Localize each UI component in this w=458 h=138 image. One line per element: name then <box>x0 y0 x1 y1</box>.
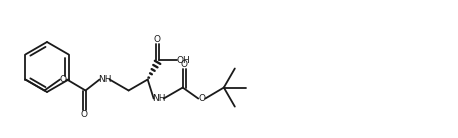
Text: O: O <box>198 94 205 103</box>
Text: OH: OH <box>176 56 190 65</box>
Text: NH: NH <box>98 75 111 84</box>
Text: O: O <box>154 35 161 44</box>
Text: O: O <box>81 110 87 119</box>
Text: O: O <box>181 60 188 69</box>
Text: NH: NH <box>152 94 165 103</box>
Text: O: O <box>60 75 67 84</box>
